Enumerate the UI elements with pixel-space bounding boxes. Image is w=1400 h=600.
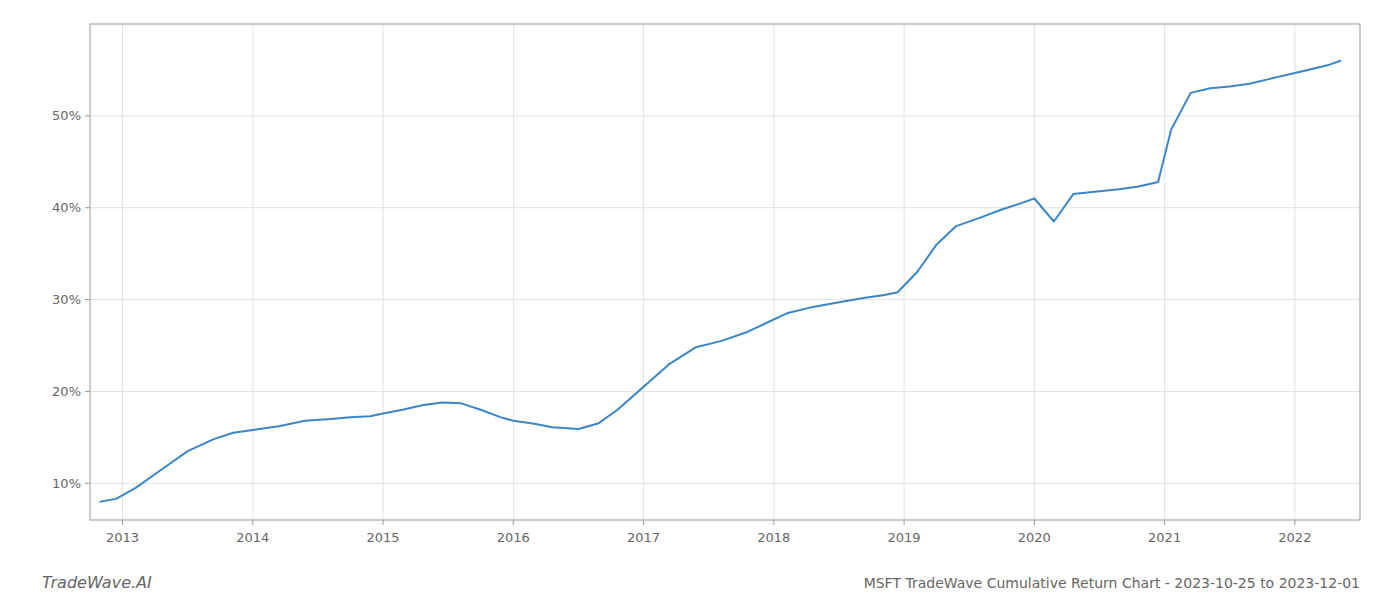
x-tick [1164,520,1165,525]
x-tick-label: 2022 [1278,530,1311,545]
x-tick [773,520,774,525]
y-tick-label: 10% [52,476,81,491]
x-tick [904,520,905,525]
y-tick [85,299,90,300]
x-tick [252,520,253,525]
y-tick [85,483,90,484]
x-grid-line [1034,24,1035,520]
plot-frame [90,24,1360,520]
x-tick-label: 2019 [888,530,921,545]
x-tick [1034,520,1035,525]
x-grid-line [122,24,123,520]
y-tick-label: 20% [52,384,81,399]
x-tick-label: 2013 [106,530,139,545]
x-tick [513,520,514,525]
x-tick [122,520,123,525]
y-grid-line [90,483,1360,484]
x-grid-line [773,24,774,520]
x-grid-line [383,24,384,520]
x-grid-line [1164,24,1165,520]
chart-container: 2013 2014 2015 2016 2017 2018 2019 2020 2021 2022… [0,0,1400,600]
x-grid-line [904,24,905,520]
x-grid-line [252,24,253,520]
chart-title: MSFT TradeWave Cumulative Return Chart -… [864,575,1360,591]
x-tick-label: 2017 [627,530,660,545]
x-tick-label: 2015 [367,530,400,545]
x-tick [643,520,644,525]
chart-svg: 2013 2014 2015 2016 2017 2018 2019 2020 2021 2022… [0,0,1400,600]
x-tick [383,520,384,525]
x-grid-line [1294,24,1295,520]
line-series [100,61,1340,502]
y-grid-line [90,207,1360,208]
grid [90,24,1360,520]
watermark: TradeWave.AI [42,573,152,592]
y-grid-line [90,115,1360,116]
y-tick-label: 40% [52,200,81,215]
x-grid-line [643,24,644,520]
x-tick-label: 2018 [757,530,790,545]
y-tick [85,207,90,208]
y-tick-label: 30% [52,292,81,307]
x-grid-line [513,24,514,520]
y-tick [85,115,90,116]
x-tick-label: 2021 [1148,530,1181,545]
y-tick-label: 50% [52,108,81,123]
x-tick-label: 2020 [1018,530,1051,545]
data-layer [100,61,1340,502]
x-tick [1294,520,1295,525]
y-grid-line [90,299,1360,300]
y-grid-line [90,391,1360,392]
x-tick-label: 2014 [236,530,269,545]
axes: 2013 2014 2015 2016 2017 2018 2019 2020 2021 2022… [52,108,1311,545]
x-tick-label: 2016 [497,530,530,545]
y-tick [85,391,90,392]
